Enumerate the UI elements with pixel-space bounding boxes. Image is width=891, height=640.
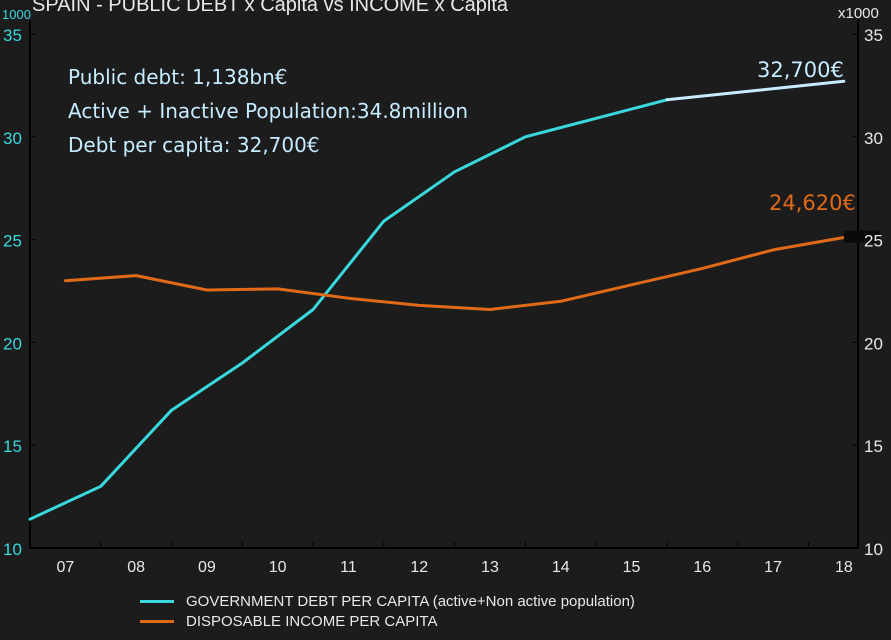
y-tick-label-left: 20: [3, 334, 22, 353]
chart-title: SPAIN - PUBLIC DEBT x Capita vs INCOME x…: [32, 0, 509, 16]
y-tick-label-left: 10: [3, 540, 22, 559]
info-line-per-capita: Debt per capita: 32,700€: [68, 133, 320, 157]
x-tick-label: 13: [481, 559, 499, 576]
income-value-label: 24,620€: [769, 191, 856, 215]
debt-value-label: 32,700€: [757, 58, 844, 82]
right-axis-unit: x1000: [838, 5, 879, 22]
x-tick-label: 09: [198, 559, 216, 576]
y-tick-label-left: 25: [3, 232, 22, 251]
labels-layer: 10 10 15 15 20 20 25 25 30 30 35 35 07 08 09 10 11 12 13 14…: [3, 26, 883, 576]
series-layer: [28, 79, 880, 521]
series-line-government-debt: [28, 98, 669, 521]
y-tick-label-right: 30: [864, 129, 883, 148]
legend-item-income: DISPOSABLE INCOME PER CAPITA: [140, 611, 635, 631]
legend-swatch-debt: [140, 599, 174, 603]
x-tick-label: 10: [269, 559, 287, 576]
x-tick-label: 16: [693, 559, 711, 576]
y-tick-label-right: 20: [864, 334, 883, 353]
legend-swatch-income: [140, 619, 174, 623]
x-tick-label: 15: [623, 559, 641, 576]
info-line-debt: Public debt: 1,138bn€: [68, 65, 288, 89]
y-tick-label-left: 35: [3, 26, 22, 45]
x-tick-label: 14: [552, 559, 570, 576]
left-axis-unit: 1000: [2, 7, 31, 22]
y-tick-label-right: 35: [864, 26, 883, 45]
income-end-marker: [843, 230, 880, 243]
y-tick-label-left: 30: [3, 129, 22, 148]
x-tick-label: 08: [127, 559, 145, 576]
x-tick-label: 07: [56, 559, 74, 576]
series-line-debt-projection: [665, 79, 846, 102]
y-tick-label-right: 15: [864, 437, 883, 456]
x-tick-label: 18: [835, 559, 853, 576]
series-line-disposable-income: [63, 236, 846, 311]
chart-legend: GOVERNMENT DEBT PER CAPITA (active+Non a…: [140, 591, 635, 631]
y-tick-label-left: 15: [3, 437, 22, 456]
info-line-population: Active + Inactive Population:34.8million: [68, 99, 468, 123]
y-tick-label-right: 25: [864, 232, 883, 251]
x-tick-label: 11: [340, 559, 357, 576]
y-tick-label-right: 10: [864, 540, 883, 559]
legend-item-debt: GOVERNMENT DEBT PER CAPITA (active+Non a…: [140, 591, 635, 611]
axes: [29, 20, 859, 549]
info-annotation: Public debt: 1,138bn€ Active + Inactive …: [68, 65, 468, 157]
legend-label-income: DISPOSABLE INCOME PER CAPITA: [186, 612, 438, 630]
x-tick-label: 12: [410, 559, 428, 576]
x-tick-label: 17: [764, 559, 782, 576]
legend-label-debt: GOVERNMENT DEBT PER CAPITA (active+Non a…: [186, 592, 635, 610]
